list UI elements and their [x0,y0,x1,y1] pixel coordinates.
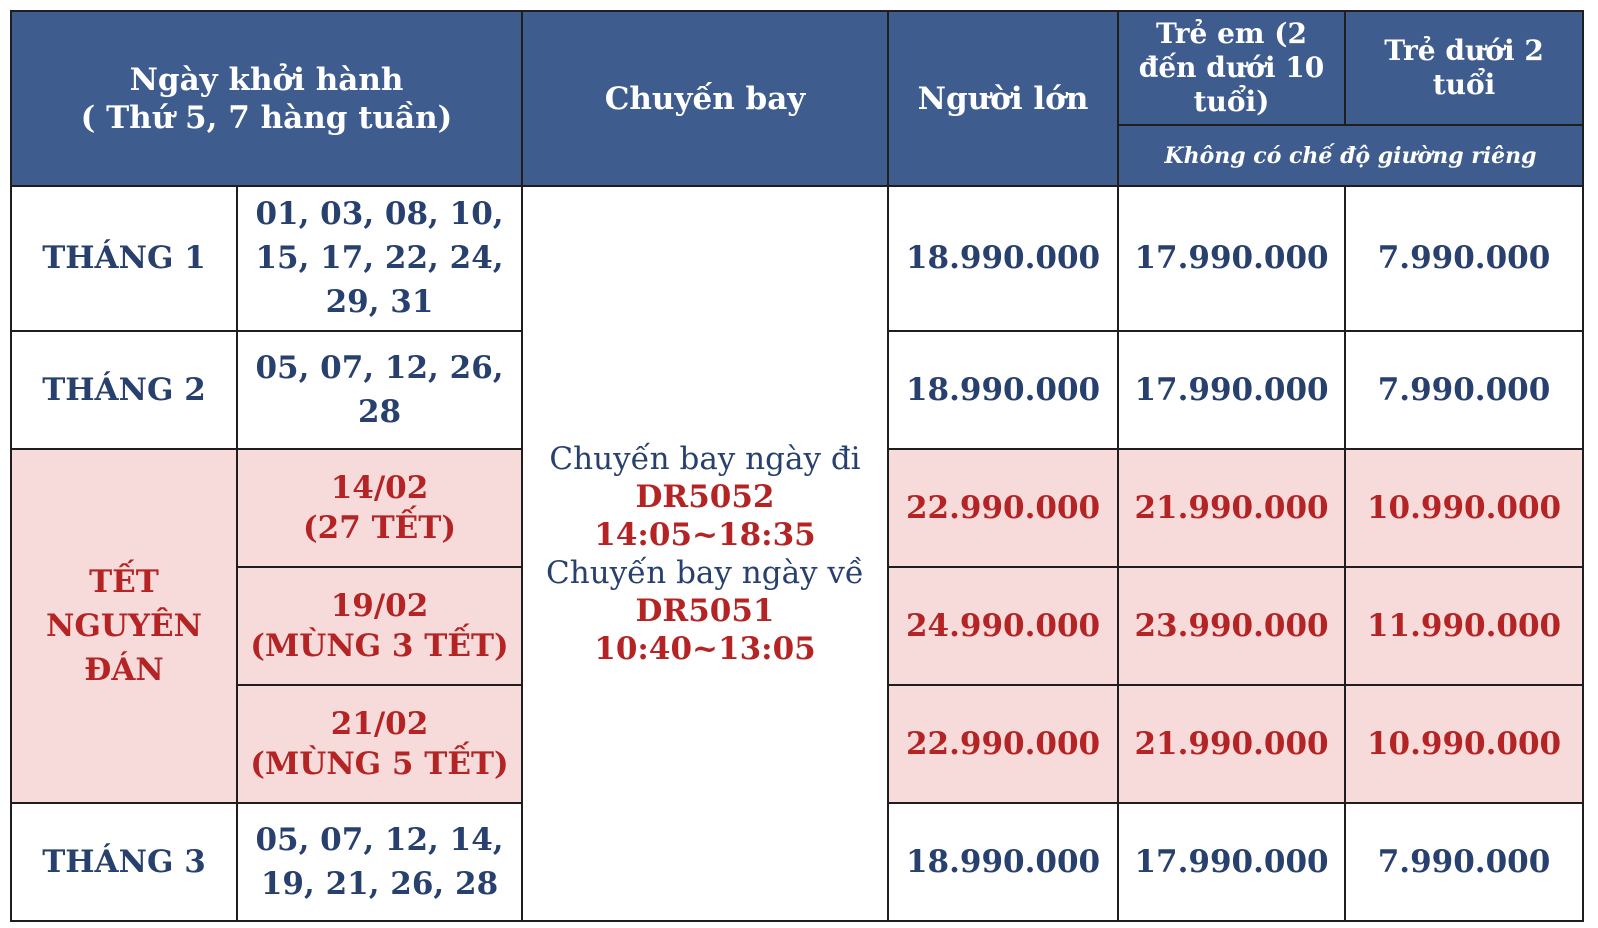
price-infant-jan: 7.990.000 [1344,185,1585,332]
price-adult-tet-1: 22.990.000 [887,447,1120,568]
price-adult-mar: 18.990.000 [887,801,1120,923]
price-adult-jan: 18.990.000 [887,185,1120,332]
tet-date-2-day: 19/02 [330,587,429,624]
price-child-feb: 17.990.000 [1117,329,1347,450]
departure-dates-feb: 05, 07, 12, 26, 28 [235,329,524,450]
price-infant-tet-1: 10.990.000 [1344,447,1585,568]
price-infant-tet-2: 11.990.000 [1344,565,1585,686]
table-row: THÁNG 3 05, 07, 12, 14, 19, 21, 26, 28 1… [10,801,1585,923]
price-child-tet-3: 21.990.000 [1117,683,1347,804]
price-child-tet-1: 21.990.000 [1117,447,1347,568]
tet-date-1: 14/02 (27 TẾT) [235,447,524,568]
price-child-mar: 17.990.000 [1117,801,1347,923]
header-departure-schedule: ( Thứ 5, 7 hàng tuần) [80,99,453,136]
departure-dates-mar: 05, 07, 12, 14, 19, 21, 26, 28 [235,801,524,923]
table-row: TẾT NGUYÊN ĐÁN 14/02 (27 TẾT) 22.990.000… [10,447,1585,804]
price-infant-tet-3: 10.990.000 [1344,683,1585,804]
return-flight-code: DR5051 [635,592,775,629]
price-infant-feb: 7.990.000 [1344,329,1585,450]
month-label-feb: THÁNG 2 [10,329,238,450]
header-child: Trẻ em (2 đến dưới 10 tuổi) [1117,10,1347,126]
flight-info-cell: Chuyến bay ngày đi DR5052 14:05~18:35 Ch… [521,185,890,922]
table-row: 19/02 (MÙNG 3 TẾT) 24.990.000 23.990.000… [11,565,1585,686]
header-no-bed-note: Không có chế độ giường riêng [1117,123,1585,188]
price-adult-tet-3: 22.990.000 [887,683,1120,804]
tet-date-3: 21/02 (MÙNG 5 TẾT) [235,683,524,804]
header-adult: Người lớn [887,9,1120,188]
tet-date-1-note: (27 TẾT) [302,509,457,546]
return-flight-caption: Chuyến bay ngày về [546,554,865,591]
tet-date-3-day: 21/02 [330,705,429,742]
table-row: 21/02 (MÙNG 5 TẾT) 22.990.000 21.990.000… [11,683,1585,804]
outbound-flight-time: 14:05~18:35 [594,516,816,553]
tet-date-1-day: 14/02 [330,469,429,506]
table-row: THÁNG 1 01, 03, 08, 10, 15, 17, 22, 24, … [10,185,1585,922]
price-infant-mar: 7.990.000 [1344,801,1585,923]
price-adult-tet-2: 24.990.000 [887,565,1120,686]
tet-date-3-note: (MÙNG 5 TẾT) [250,745,509,782]
month-label-jan: THÁNG 1 [10,185,238,332]
table-row: THÁNG 2 05, 07, 12, 26, 28 18.990.000 17… [10,329,1585,450]
header-flight: Chuyến bay [521,9,890,188]
price-child-jan: 17.990.000 [1117,185,1347,332]
tet-holiday-label: TẾT NGUYÊN ĐÁN [10,447,238,804]
month-label-mar: THÁNG 3 [10,801,238,923]
price-adult-feb: 18.990.000 [887,329,1120,450]
tet-date-2: 19/02 (MÙNG 3 TẾT) [235,565,524,686]
tet-date-2-note: (MÙNG 3 TẾT) [250,627,509,664]
return-flight-time: 10:40~13:05 [594,630,816,667]
departure-dates-jan: 01, 03, 08, 10, 15, 17, 22, 24, 29, 31 [235,185,524,332]
header-infant: Trẻ dưới 2 tuổi [1344,10,1585,126]
outbound-flight-code: DR5052 [635,478,775,515]
outbound-flight-caption: Chuyến bay ngày đi [549,440,861,477]
header-departure-date: Ngày khởi hành ( Thứ 5, 7 hàng tuần) [9,9,524,188]
price-child-tet-2: 23.990.000 [1117,565,1347,686]
header-departure-title: Ngày khởi hành [129,61,404,98]
tour-price-table: Ngày khởi hành ( Thứ 5, 7 hàng tuần) Chu… [9,9,1585,923]
